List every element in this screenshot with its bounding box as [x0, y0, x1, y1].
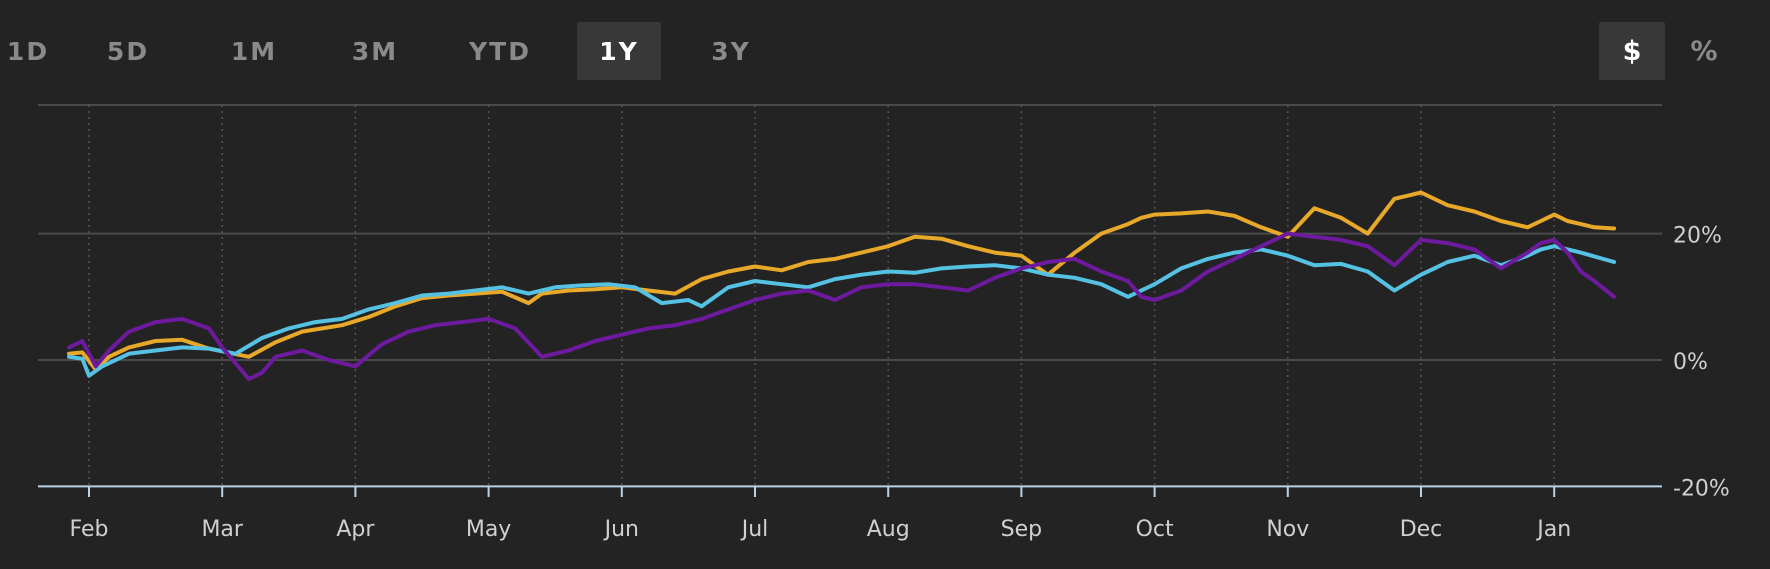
- range-tab-1y[interactable]: 1Y: [577, 22, 661, 80]
- x-tick-label: Dec: [1400, 517, 1443, 542]
- x-tick-label: Aug: [867, 517, 910, 542]
- range-tab-ytd[interactable]: YTD: [469, 36, 531, 66]
- y-tick-label: 0%: [1673, 350, 1708, 375]
- x-tick-label: Sep: [1001, 517, 1042, 542]
- x-axis: Feb Mar Apr May Jun Jul Aug Sep Oct Nov Dec Jan: [70, 487, 1571, 542]
- range-tab-5d[interactable]: 5D: [106, 36, 150, 66]
- range-tab-1m[interactable]: 1M: [230, 36, 278, 66]
- x-tick-label: Jun: [603, 517, 639, 542]
- y-tick-label: -20%: [1673, 476, 1730, 501]
- series-line-1: [67, 244, 1617, 378]
- y-tick-label: 20%: [1673, 224, 1722, 249]
- x-tick-label: Jan: [1535, 517, 1571, 542]
- chart-series: [67, 190, 1617, 381]
- x-tick-label: Nov: [1266, 517, 1309, 542]
- range-tab-3m[interactable]: 3M: [351, 36, 399, 66]
- x-tick-label: Feb: [70, 517, 109, 542]
- chart-grid: [38, 104, 1662, 488]
- x-tick-label: May: [466, 517, 511, 542]
- x-tick-label: Mar: [201, 517, 243, 542]
- x-tick-label: Oct: [1136, 517, 1174, 542]
- series-line-2: [67, 231, 1617, 381]
- x-tick-label: Apr: [336, 517, 375, 542]
- dollar-toggle[interactable]: $: [1599, 22, 1665, 80]
- range-tab-3y[interactable]: 3Y: [711, 36, 751, 66]
- range-tab-1d[interactable]: 1D: [6, 36, 50, 66]
- percent-toggle[interactable]: %: [1690, 35, 1718, 67]
- x-tick-label: Jul: [740, 517, 769, 542]
- y-axis: 20% 0% -20%: [1673, 224, 1730, 502]
- series-line-0: [67, 190, 1617, 372]
